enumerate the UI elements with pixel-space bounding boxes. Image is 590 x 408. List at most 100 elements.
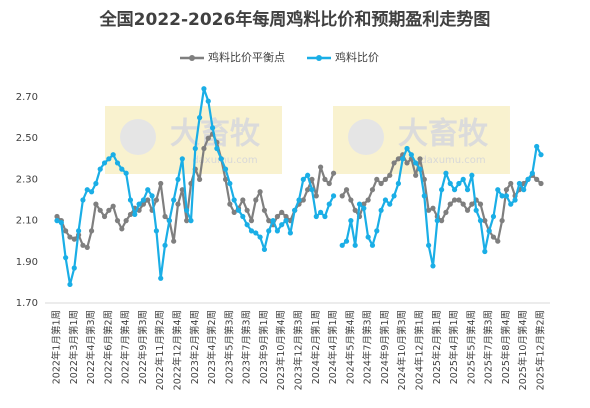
data-point: [343, 238, 350, 244]
data-point: [387, 172, 393, 178]
data-point: [145, 187, 151, 193]
data-point: [71, 236, 77, 242]
data-point: [361, 201, 367, 207]
x-tick-label: 2025年10月第4周: [517, 310, 529, 390]
data-point: [313, 193, 319, 199]
data-point: [257, 234, 263, 240]
data-point: [313, 213, 319, 220]
data-point: [417, 156, 423, 162]
x-tick-label: 2025年7月第3周: [483, 310, 495, 384]
y-tick-label: 2.70: [16, 92, 38, 103]
data-point: [322, 176, 328, 182]
data-point: [378, 180, 384, 187]
y-tick-label: 2.30: [16, 174, 38, 185]
data-point: [469, 201, 475, 207]
data-point: [218, 156, 224, 162]
data-point: [279, 209, 285, 215]
watermark: 大畜牧 daxumu.com 大畜牧 daxumu.com: [105, 106, 510, 174]
data-point: [231, 197, 237, 203]
data-point: [503, 187, 510, 193]
data-point: [253, 230, 259, 236]
data-point: [175, 201, 181, 207]
data-point: [534, 176, 540, 182]
x-tick-label: 2022年1月第1周: [51, 310, 63, 384]
data-point: [274, 213, 280, 220]
x-tick-label: 2023年2月第4周: [189, 310, 201, 384]
data-point: [84, 244, 90, 250]
data-point: [408, 152, 414, 158]
legend-item: 鸡料比价: [307, 50, 379, 64]
data-point: [292, 207, 298, 213]
data-point: [404, 160, 410, 166]
data-point: [253, 197, 259, 203]
x-tick-label: 2025年8月第4周: [500, 310, 512, 384]
data-point: [266, 228, 272, 234]
data-point: [54, 218, 60, 224]
data-point: [67, 281, 73, 288]
data-point: [451, 187, 458, 193]
data-point: [63, 228, 69, 234]
x-tick-label: 2022年6月第2周: [102, 310, 114, 384]
data-point: [443, 170, 449, 176]
data-point: [123, 218, 129, 224]
data-point: [365, 197, 371, 203]
data-point: [106, 156, 112, 162]
x-tick-label: 2022年7月第4周: [120, 310, 132, 384]
data-point: [184, 218, 190, 224]
data-point: [97, 207, 103, 213]
data-point: [114, 218, 121, 224]
data-point: [132, 211, 138, 218]
data-point: [244, 207, 250, 213]
data-point: [283, 213, 289, 220]
legend-label: 鸡料比价: [335, 50, 379, 64]
data-point: [127, 197, 134, 203]
data-point: [318, 209, 324, 215]
data-point: [426, 242, 432, 248]
data-point: [76, 228, 82, 234]
data-point: [439, 218, 445, 224]
data-point: [80, 197, 86, 203]
data-point: [330, 193, 337, 199]
data-point: [266, 218, 272, 224]
data-point: [274, 228, 280, 234]
data-point: [88, 228, 95, 234]
data-point: [88, 189, 95, 195]
data-point: [261, 207, 268, 213]
data-point: [361, 205, 367, 211]
data-point: [227, 180, 233, 187]
x-tick-label: 2022年12月第4周: [172, 310, 184, 390]
data-point: [395, 156, 401, 162]
x-tick-label: 2023年9月第1周: [258, 310, 270, 384]
data-point: [248, 228, 255, 234]
data-point: [54, 213, 60, 220]
data-point: [296, 197, 302, 203]
data-point: [369, 242, 376, 248]
chart-title: 全国2022-2026年每周鸡料比价和预期盈利走势图: [99, 9, 491, 30]
data-point: [305, 187, 311, 193]
x-tick-label: 2024年7月第3周: [362, 310, 374, 384]
x-tick-label: 2022年3月第1周: [68, 310, 80, 384]
x-tick-label: 2024年10月第3周: [396, 310, 408, 390]
x-tick-label: 2023年10月第4周: [275, 310, 287, 390]
data-point: [473, 207, 479, 213]
data-point: [508, 180, 514, 187]
data-point: [417, 166, 423, 172]
data-point: [179, 187, 185, 193]
data-point: [101, 160, 108, 166]
data-point: [71, 265, 77, 271]
x-tick-label: 2024年2月第1周: [310, 310, 322, 384]
data-point: [179, 156, 185, 162]
data-point: [352, 242, 358, 248]
data-point: [512, 197, 518, 203]
data-point: [205, 135, 211, 141]
x-tick-label: 2025年2月第1周: [431, 310, 443, 384]
data-point: [305, 172, 311, 178]
data-point: [495, 238, 501, 244]
data-point: [101, 213, 108, 220]
data-point: [490, 234, 497, 240]
data-point: [443, 209, 449, 215]
data-point: [231, 209, 237, 215]
x-tick-label: 2023年4月第2周: [206, 310, 218, 384]
data-point: [80, 242, 86, 248]
